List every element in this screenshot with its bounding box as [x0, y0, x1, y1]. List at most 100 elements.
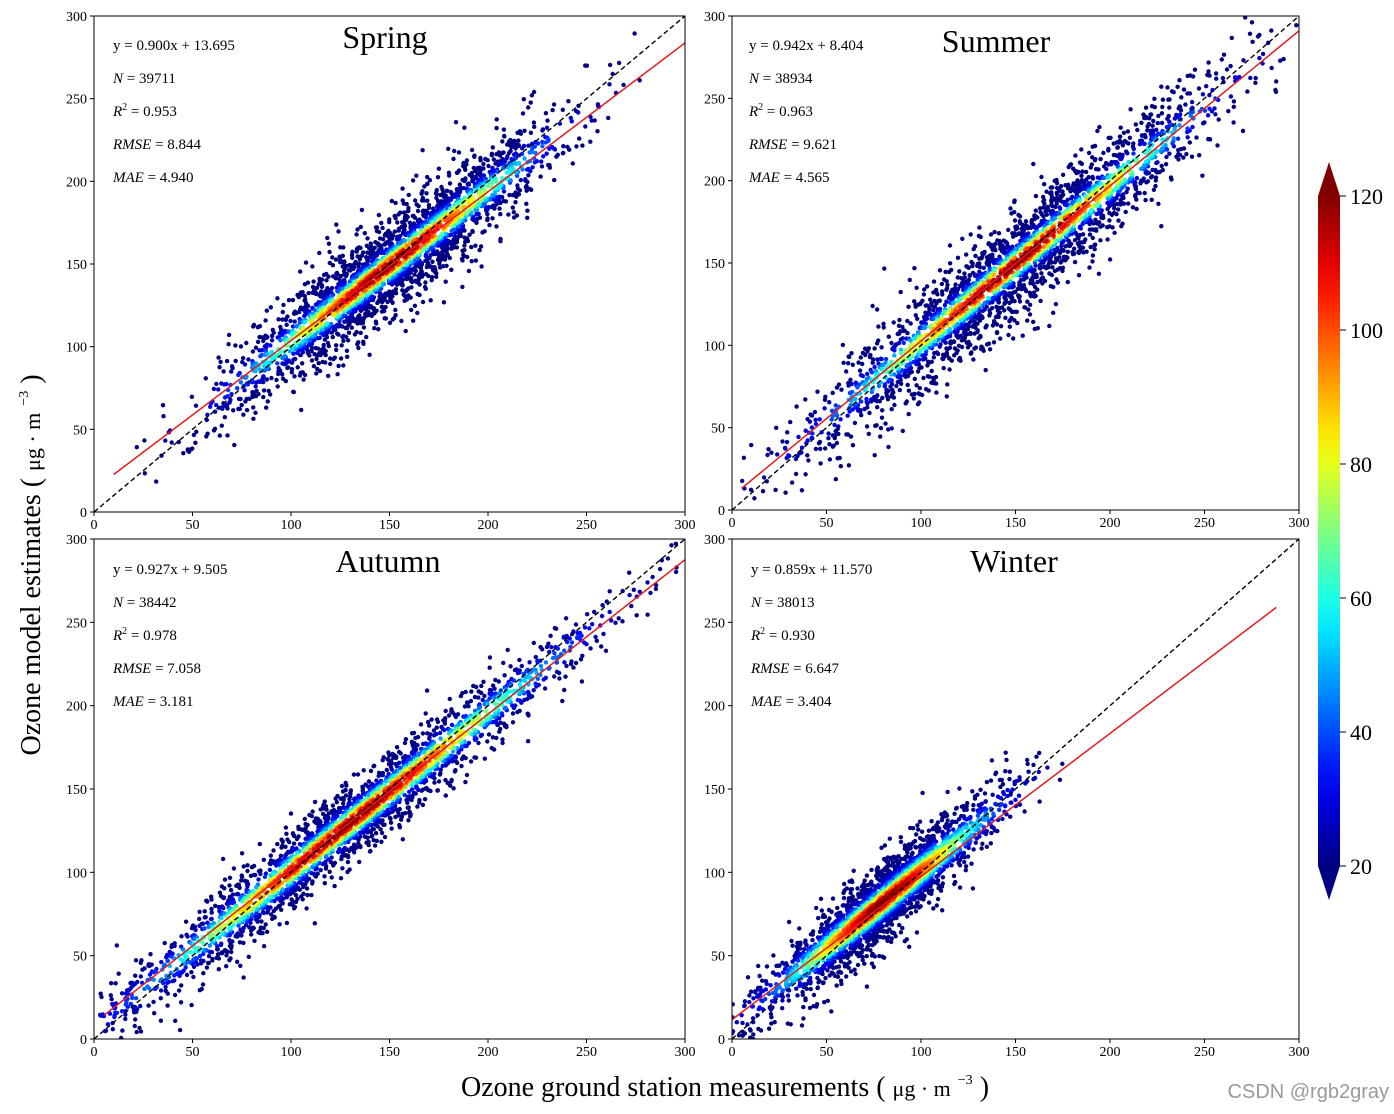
scatter-point: [379, 220, 384, 226]
scatter-point: [969, 350, 974, 355]
scatter-point: [481, 166, 486, 171]
scatter-point: [555, 152, 560, 157]
scatter-point: [507, 170, 512, 175]
scatter-point: [361, 315, 367, 320]
scatter-point: [163, 438, 168, 443]
scatter-point: [892, 402, 897, 408]
scatter-point: [238, 380, 244, 385]
scatter-point: [393, 216, 398, 221]
scatter-point: [1185, 135, 1190, 140]
scatter-point: [1093, 217, 1098, 222]
stat-rmse: RMSE = 8.844: [112, 137, 202, 153]
stat-r2-label: R: [112, 104, 122, 120]
scatter-point: [1118, 125, 1123, 130]
scatter-point: [491, 157, 496, 162]
scatter-point: [826, 431, 831, 436]
scatter-point: [411, 318, 416, 323]
scatter-point: [306, 290, 311, 296]
scatter-point: [924, 316, 930, 321]
scatter-point: [902, 328, 907, 333]
scatter-point: [224, 381, 229, 387]
scatter-point: [1039, 276, 1044, 281]
scatter-point: [817, 439, 823, 445]
scatter-point: [900, 324, 905, 330]
scatter-point: [543, 140, 548, 145]
scatter-point: [447, 202, 452, 208]
scatter-point: [1229, 35, 1235, 41]
scatter-point: [1190, 74, 1196, 79]
scatter-point: [444, 188, 450, 193]
scatter-point: [1017, 299, 1023, 304]
scatter-point: [970, 264, 975, 269]
scatter-point: [1187, 140, 1193, 145]
scatter-point: [1038, 298, 1043, 304]
scatter-point: [1187, 91, 1193, 96]
y-tick-label: 200: [66, 175, 87, 190]
scatter-point: [478, 244, 484, 249]
scatter-point: [901, 340, 906, 346]
scatter-point: [1278, 58, 1283, 63]
scatter-point: [942, 303, 948, 308]
scatter-point: [327, 249, 332, 255]
scatter-point: [911, 396, 916, 401]
scatter-point: [466, 182, 472, 187]
scatter-point: [862, 406, 867, 412]
scatter-point: [432, 265, 437, 270]
scatter-point: [365, 258, 371, 264]
x-tick-label: 200: [478, 518, 499, 533]
scatter-point: [423, 258, 428, 264]
scatter-point: [479, 264, 484, 269]
scatter-point: [1051, 310, 1056, 315]
scatter-point: [1185, 126, 1190, 131]
scatter-point: [875, 405, 880, 410]
scatter-point: [1150, 167, 1155, 173]
scatter-point: [473, 243, 478, 248]
scatter-point: [452, 234, 458, 239]
scatter-point: [539, 159, 544, 164]
scatter-point: [1007, 300, 1012, 306]
scatter-point: [451, 227, 456, 232]
scatter-point: [372, 326, 377, 331]
scatter-point: [419, 269, 424, 274]
scatter-point: [440, 231, 445, 237]
x-tick-label: 0: [91, 518, 98, 533]
scatter-point: [1107, 257, 1113, 262]
scatter-point: [214, 402, 219, 408]
scatter-point: [1294, 23, 1299, 28]
scatter-point: [1018, 277, 1024, 283]
scatter-point: [381, 275, 386, 280]
scatter-point: [836, 431, 841, 437]
scatter-point: [1054, 198, 1060, 203]
scatter-point: [251, 416, 256, 421]
scatter-point: [298, 269, 303, 274]
scatter-point: [1210, 87, 1215, 93]
scatter-point: [474, 212, 479, 217]
scatter-point: [806, 458, 811, 463]
scatter-point: [321, 342, 326, 348]
scatter-point: [286, 298, 292, 303]
scatter-point: [255, 339, 261, 345]
scatter-point: [1050, 265, 1055, 270]
scatter-point: [971, 357, 976, 362]
scatter-point: [222, 395, 228, 400]
scatter-point: [1104, 166, 1109, 172]
scatter-point: [959, 337, 965, 343]
scatter-point: [142, 438, 147, 443]
scatter-point: [363, 311, 368, 317]
scatter-point: [396, 236, 401, 242]
scatter-point: [971, 315, 977, 320]
scatter-point: [544, 151, 549, 156]
scatter-point: [818, 446, 823, 451]
scatter-point: [426, 205, 432, 210]
scatter-point: [991, 260, 997, 266]
scatter-point: [1115, 192, 1121, 197]
scatter-point: [494, 224, 499, 229]
scatter-point: [949, 320, 954, 325]
scatter-point: [929, 368, 934, 374]
scatter-point: [1172, 126, 1177, 132]
scatter-point: [507, 150, 512, 155]
scatter-point: [574, 144, 579, 149]
scatter-point: [434, 274, 439, 279]
scatter-point: [766, 447, 771, 452]
